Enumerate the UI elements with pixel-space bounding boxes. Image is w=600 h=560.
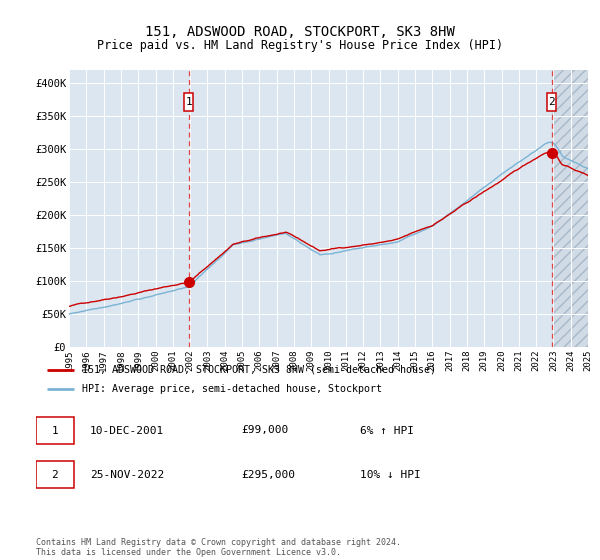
FancyBboxPatch shape (184, 93, 193, 111)
Text: 1: 1 (185, 97, 192, 107)
Bar (551, 70, 588, 347)
Text: 25-NOV-2022: 25-NOV-2022 (90, 470, 164, 479)
Text: HPI: Average price, semi-detached house, Stockport: HPI: Average price, semi-detached house,… (82, 384, 382, 394)
Text: 151, ADSWOOD ROAD, STOCKPORT, SK3 8HW: 151, ADSWOOD ROAD, STOCKPORT, SK3 8HW (145, 25, 455, 39)
Text: £295,000: £295,000 (241, 470, 295, 479)
FancyBboxPatch shape (36, 417, 74, 444)
Text: 2: 2 (548, 97, 555, 107)
FancyBboxPatch shape (547, 93, 556, 111)
FancyBboxPatch shape (36, 461, 74, 488)
Text: Contains HM Land Registry data © Crown copyright and database right 2024.
This d: Contains HM Land Registry data © Crown c… (36, 538, 401, 557)
Text: Price paid vs. HM Land Registry's House Price Index (HPI): Price paid vs. HM Land Registry's House … (97, 39, 503, 52)
Text: 10% ↓ HPI: 10% ↓ HPI (360, 470, 421, 479)
Bar (551, 70, 588, 347)
Text: 10-DEC-2001: 10-DEC-2001 (90, 426, 164, 436)
Text: 151, ADSWOOD ROAD, STOCKPORT, SK3 8HW (semi-detached house): 151, ADSWOOD ROAD, STOCKPORT, SK3 8HW (s… (82, 365, 436, 375)
Text: £99,000: £99,000 (241, 426, 289, 436)
Text: 6% ↑ HPI: 6% ↑ HPI (360, 426, 414, 436)
Text: 2: 2 (52, 470, 58, 479)
Text: 1: 1 (52, 426, 58, 436)
